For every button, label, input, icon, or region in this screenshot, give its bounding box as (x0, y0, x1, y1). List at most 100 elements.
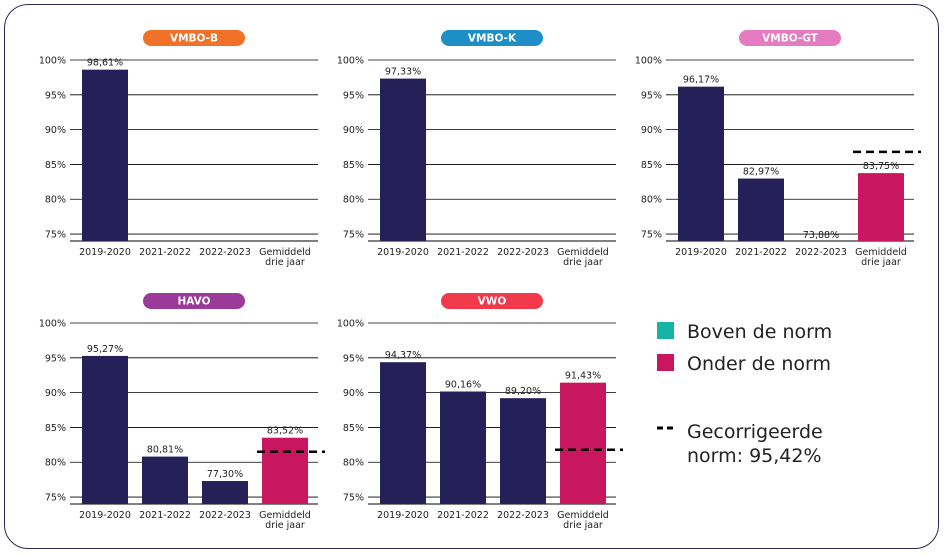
chart-frame (4, 4, 939, 549)
y-tick-label: 85% (343, 423, 364, 434)
data-label: 89,20% (505, 386, 541, 397)
category-label: 2021-2022 (139, 510, 191, 521)
y-tick-label: 95% (343, 90, 364, 101)
y-tick-label: 80% (45, 195, 66, 206)
data-label: 94,37% (385, 350, 421, 361)
legend-swatch-below-norm (657, 354, 674, 371)
category-label: 2021-2022 (139, 247, 191, 258)
y-tick-label: 80% (343, 195, 364, 206)
y-tick-label: 75% (343, 493, 364, 504)
data-label: 82,97% (743, 167, 779, 178)
category-label: 2022-2023 (199, 247, 251, 258)
y-tick-label: 75% (45, 230, 66, 241)
category-label: drie jaar (265, 520, 305, 531)
y-tick-label: 85% (641, 160, 662, 171)
y-tick-label: 75% (641, 230, 662, 241)
y-tick-label: 100% (337, 56, 364, 67)
bar-3 (500, 398, 546, 504)
chart-title-pill (441, 30, 543, 46)
category-label: 2022-2023 (497, 510, 549, 521)
category-label: Gemiddeld (557, 247, 609, 258)
category-label: 2021-2022 (735, 247, 787, 258)
bar-1 (82, 355, 128, 504)
y-tick-label: 95% (343, 353, 364, 364)
y-tick-label: 90% (641, 125, 662, 136)
legend-label-above-norm: Boven de norm (687, 321, 832, 343)
chart-panel-vmbo-k: VMBO-K 75% 80% 85% 90% 95% 100% 97,33% 2019-2020… (337, 30, 616, 268)
category-label: 2019-2020 (79, 510, 131, 521)
data-label: 73,88% (803, 230, 839, 241)
bar-4 (262, 437, 308, 504)
y-tick-label: 85% (45, 160, 66, 171)
chart-panel-havo: HAVO 75% 80% 85% 90% 95% 100% 95,27% 2019-2020 80… (39, 293, 325, 531)
bar-2 (738, 178, 784, 241)
bar-3 (202, 481, 248, 504)
y-tick-label: 80% (641, 195, 662, 206)
data-label: 77,30% (207, 469, 243, 480)
data-label: 80,81% (147, 445, 183, 456)
bar-2 (440, 391, 486, 504)
y-tick-label: 80% (45, 458, 66, 469)
y-tick-label: 90% (343, 388, 364, 399)
data-label: 96,17% (683, 75, 719, 86)
chart-title: VMBO-B (170, 33, 218, 45)
y-tick-label: 100% (39, 319, 66, 330)
category-label: drie jaar (563, 520, 603, 531)
y-tick-label: 75% (45, 493, 66, 504)
chart-panel-vmbo-b: VMBO-B 75% 80% 85% 90% 95% 100% 98,61% 2019-2020… (39, 30, 318, 268)
legend-label-norm-line-1: Gecorrigeerde (687, 421, 823, 443)
y-tick-label: 95% (45, 353, 66, 364)
category-label: 2019-2020 (377, 247, 429, 258)
category-label: 2022-2023 (497, 247, 549, 258)
data-label: 91,43% (565, 371, 601, 382)
chart-panel-vmbo-gt: VMBO-GT 75% 80% 85% 90% 95% 100% 96,17% 2019-202… (635, 30, 921, 268)
category-label: drie jaar (861, 257, 901, 268)
y-tick-label: 95% (641, 90, 662, 101)
chart-title: VWO (478, 296, 507, 308)
category-label: 2022-2023 (795, 247, 847, 258)
chart-title-pill (143, 293, 245, 309)
chart-title-pill (441, 293, 543, 309)
data-label: 83,75% (863, 161, 899, 172)
y-tick-label: 90% (45, 388, 66, 399)
category-label: Gemiddeld (259, 247, 311, 258)
legend-label-norm-line-2: norm: 95,42% (687, 445, 822, 467)
data-label: 95,27% (87, 344, 123, 355)
y-tick-label: 100% (337, 319, 364, 330)
chart-title-pill (143, 30, 245, 46)
y-tick-label: 90% (45, 125, 66, 136)
data-label: 90,16% (445, 380, 481, 391)
legend-label-below-norm: Onder de norm (687, 353, 831, 375)
chart-title: VMBO-GT (762, 33, 818, 45)
data-label: 83,52% (267, 426, 303, 437)
category-label: 2019-2020 (377, 510, 429, 521)
y-tick-label: 85% (45, 423, 66, 434)
data-label: 97,33% (385, 67, 421, 78)
chart-title-pill (739, 30, 841, 46)
y-tick-label: 75% (343, 230, 364, 241)
bar-1 (380, 362, 426, 504)
bar-1 (380, 78, 426, 241)
category-label: drie jaar (563, 257, 603, 268)
chart-panel-vwo: VWO 75% 80% 85% 90% 95% 100% 94,37% 2019-2020 90,… (337, 293, 623, 531)
y-tick-label: 90% (343, 125, 364, 136)
y-tick-label: 100% (39, 56, 66, 67)
category-label: drie jaar (265, 257, 305, 268)
y-tick-label: 100% (635, 56, 662, 67)
bar-1 (678, 86, 724, 241)
bar-4 (560, 382, 606, 504)
legend: Boven de norm Onder de norm Gecorrigeerd… (657, 321, 832, 467)
bar-2 (142, 456, 188, 504)
data-label: 98,61% (87, 58, 123, 69)
category-label: Gemiddeld (259, 510, 311, 521)
category-label: 2021-2022 (437, 247, 489, 258)
legend-swatch-above-norm (657, 322, 674, 339)
bar-4 (858, 173, 904, 241)
category-label: 2021-2022 (437, 510, 489, 521)
chart-title: HAVO (177, 296, 210, 308)
chart-title: VMBO-K (468, 33, 517, 45)
y-tick-label: 95% (45, 90, 66, 101)
category-label: 2019-2020 (79, 247, 131, 258)
category-label: Gemiddeld (557, 510, 609, 521)
